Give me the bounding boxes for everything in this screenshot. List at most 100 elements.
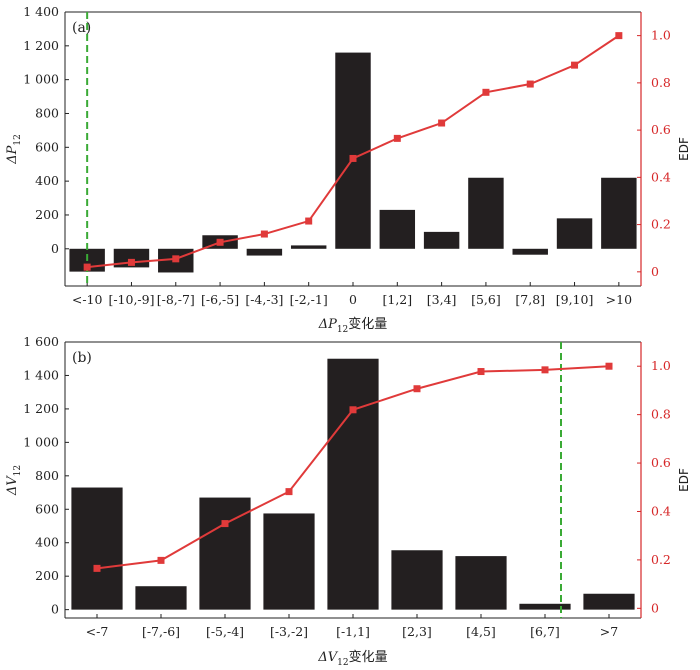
y-axis-title-main: ΔP: [5, 145, 20, 164]
y-axis-title-main: ΔV: [5, 475, 20, 496]
chart-panel-b: 0 200 400 600 800 1 000 1 200 1 400 1 600 0 0.2 0.4…: [5, 334, 691, 668]
edf-tick-label: 0.2: [651, 217, 671, 232]
y-tick-label: 1 000: [23, 434, 59, 449]
edf-tick-label: 0: [651, 264, 659, 279]
x-tick-label: <-7: [86, 624, 109, 639]
bar: [335, 52, 371, 249]
bar: [512, 248, 548, 255]
edf-tick-label: 0.8: [651, 75, 671, 90]
bar: [391, 550, 443, 610]
x-tick-label: [5,6]: [471, 292, 501, 307]
y-axis-title: ΔP12: [5, 134, 23, 165]
edf-tick-label: 0: [651, 600, 659, 615]
x-axis-title-main: ΔV: [317, 650, 338, 665]
x-tick-label: 0: [349, 292, 357, 307]
y-axis-title-sub: 12: [13, 465, 23, 476]
x-tick-label: [-6,-5]: [201, 292, 239, 307]
bar: [423, 231, 460, 249]
x-tick-label: >10: [606, 292, 632, 307]
y-tick-label: 1 400: [23, 4, 59, 19]
x-tick-label: [-8,-7]: [157, 292, 195, 307]
edf-tick-label: 1.0: [651, 28, 671, 43]
edf-point: [216, 238, 224, 246]
bar: [601, 177, 637, 249]
y-tick-label: 400: [35, 173, 59, 188]
panel-label: (a): [72, 20, 91, 36]
x-tick-label: [6,7]: [530, 624, 560, 639]
edf-point: [349, 154, 357, 162]
edf-point: [605, 362, 613, 370]
edf-point: [393, 134, 401, 142]
y-tick-label: 1 200: [23, 38, 59, 53]
x-tick-label: [1,2]: [382, 292, 412, 307]
edf-axis-title: EDF: [677, 468, 691, 492]
edf-axis-title: EDF: [677, 137, 691, 161]
edf-point: [172, 255, 180, 263]
edf-point: [541, 366, 549, 374]
bar: [199, 497, 251, 610]
x-tick-label: [2,3]: [402, 624, 432, 639]
edf-point: [83, 263, 91, 271]
edf-tick-label: 0.6: [651, 455, 671, 470]
x-tick-label: [-5,-4]: [206, 624, 244, 639]
edf-tick-label: 1.0: [651, 358, 671, 373]
edf-tick-label: 0.4: [651, 169, 671, 184]
y-tick-label: 800: [35, 468, 59, 483]
x-axis-title-sub: 12: [337, 658, 348, 668]
edf-point: [526, 80, 534, 88]
y-tick-label: 400: [35, 535, 59, 550]
x-tick-label: >7: [600, 624, 618, 639]
x-axis-title: ΔV12变化量: [317, 649, 387, 668]
x-tick-label: [-2,-1]: [290, 292, 328, 307]
x-axis-title-sub: 12: [337, 325, 348, 335]
y-tick-label: 800: [35, 105, 59, 120]
bar: [263, 513, 315, 610]
edf-point: [413, 385, 421, 393]
y-tick-label: 600: [35, 501, 59, 516]
y-tick-label: 0: [51, 241, 59, 256]
edf-point: [260, 230, 268, 238]
bar: [246, 248, 283, 256]
edf-point: [93, 564, 101, 572]
y-tick-label: 1 000: [23, 72, 59, 87]
edf-point: [477, 368, 485, 376]
edf-point: [615, 32, 623, 40]
y-tick-label: 600: [35, 139, 59, 154]
y-tick-label: 0: [51, 602, 59, 617]
edf-point: [482, 88, 490, 96]
x-tick-label: [7,8]: [515, 292, 545, 307]
bar: [583, 593, 635, 610]
y-tick-label: 1 200: [23, 401, 59, 416]
edf-tick-label: 0.2: [651, 552, 671, 567]
y-axis-title: ΔV12: [5, 465, 23, 496]
edf-tick-label: 0.8: [651, 407, 671, 422]
x-tick-label: [-4,-3]: [245, 292, 283, 307]
edf-point: [285, 488, 293, 496]
bar: [379, 209, 416, 249]
x-tick-label: <-10: [72, 292, 103, 307]
edf-point: [349, 406, 357, 414]
x-tick-label: [9,10]: [556, 292, 594, 307]
x-axis-title: ΔP12变化量: [318, 316, 388, 335]
x-tick-label: [-1,1]: [336, 624, 370, 639]
bar: [455, 556, 507, 610]
panel-label: (b): [72, 350, 92, 366]
edf-tick-label: 0.4: [651, 503, 671, 518]
x-tick-label: [4,5]: [466, 624, 496, 639]
edf-point: [221, 520, 229, 528]
y-tick-label: 200: [35, 207, 59, 222]
y-tick-label: 1 600: [23, 334, 59, 349]
bar: [468, 177, 504, 249]
x-axis-title-suffix: 变化量: [348, 316, 387, 332]
x-axis-title-main: ΔP: [318, 317, 337, 332]
x-tick-label: [-7,-6]: [142, 624, 180, 639]
x-tick-label: [3,4]: [427, 292, 457, 307]
bar: [556, 218, 593, 249]
y-tick-label: 200: [35, 568, 59, 583]
edf-tick-label: 0.6: [651, 122, 671, 137]
y-tick-label: 1 400: [23, 367, 59, 382]
edf-point: [157, 556, 165, 564]
bar: [327, 358, 379, 610]
x-axis-title-suffix: 变化量: [349, 649, 388, 665]
